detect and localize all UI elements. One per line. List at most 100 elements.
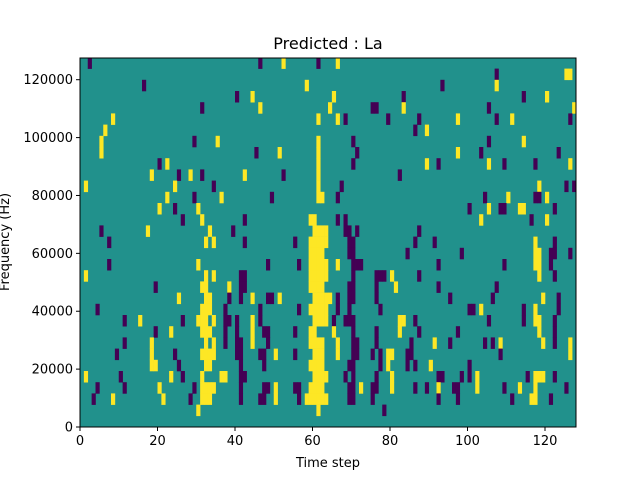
heatmap-cell-high bbox=[308, 326, 313, 338]
heatmap-cell-high bbox=[165, 191, 170, 204]
heatmap-cell-low bbox=[107, 236, 112, 249]
heatmap-cell-high bbox=[204, 315, 209, 327]
y-axis-label: Frequency (Hz) bbox=[0, 193, 13, 291]
heatmap-cell-low bbox=[235, 91, 240, 103]
y-tick-label: 40000 bbox=[32, 305, 73, 320]
heatmap-cell-low bbox=[254, 147, 259, 159]
heatmap-cell-low bbox=[548, 247, 554, 260]
heatmap-cell-low bbox=[235, 315, 240, 327]
heatmap-cell-high bbox=[308, 359, 313, 372]
heatmap-cell-low bbox=[262, 348, 267, 361]
heatmap-cell-high bbox=[204, 303, 209, 316]
heatmap-cell-low bbox=[351, 292, 356, 305]
heatmap-cell-low bbox=[564, 180, 569, 193]
heatmap-cell-low bbox=[347, 393, 352, 405]
heatmap-cell-low bbox=[432, 236, 437, 249]
heatmap-cell-high bbox=[149, 359, 154, 372]
heatmap-cell-low bbox=[293, 382, 298, 394]
heatmap-cell-high bbox=[200, 303, 205, 316]
heatmap-cell-high bbox=[161, 393, 166, 405]
heatmap-cell-high bbox=[335, 113, 340, 125]
heatmap-cell-low bbox=[114, 348, 120, 361]
heatmap-cell-high bbox=[401, 102, 406, 114]
heatmap-cell-high bbox=[312, 337, 317, 349]
heatmap-cell-low bbox=[355, 225, 360, 237]
heatmap-cell-low bbox=[153, 326, 158, 338]
heatmap-cell-high bbox=[537, 326, 542, 338]
heatmap-cell-low bbox=[490, 292, 495, 305]
heatmap-cell-low bbox=[552, 326, 557, 338]
heatmap-cell-low bbox=[374, 102, 379, 114]
heatmap-cell-low bbox=[552, 203, 557, 215]
heatmap-cell-high bbox=[204, 393, 209, 405]
heatmap-cell-low bbox=[99, 225, 104, 237]
heatmap-cell-high bbox=[250, 326, 255, 338]
heatmap-cell-high bbox=[211, 236, 216, 249]
heatmap-cell-high bbox=[211, 348, 216, 361]
heatmap-cell-low bbox=[448, 292, 453, 305]
heatmap-cell-high bbox=[533, 315, 538, 327]
heatmap-cell-low bbox=[370, 102, 375, 114]
x-tick-label: 80 bbox=[382, 434, 399, 449]
heatmap-cell-high bbox=[312, 236, 317, 249]
heatmap-cell-low bbox=[211, 180, 216, 193]
heatmap-cell-high bbox=[386, 348, 391, 361]
heatmap-cell-high bbox=[390, 371, 395, 383]
heatmap-cell-low bbox=[347, 292, 352, 305]
heatmap-cell-low bbox=[238, 270, 244, 282]
heatmap-cell-low bbox=[351, 281, 356, 293]
heatmap-cell-low bbox=[235, 326, 240, 338]
heatmap-cell-high bbox=[320, 393, 325, 405]
heatmap-cell-high bbox=[200, 393, 205, 405]
heatmap-cell-low bbox=[343, 214, 348, 226]
heatmap-cell-low bbox=[351, 236, 356, 249]
heatmap-cell-low bbox=[262, 393, 267, 405]
heatmap-cell-low bbox=[351, 158, 356, 170]
heatmap-cell-high bbox=[83, 180, 89, 193]
heatmap-cell-low bbox=[91, 393, 96, 405]
heatmap-cell-high bbox=[312, 348, 317, 361]
heatmap-cell-high bbox=[320, 236, 325, 249]
heatmap-cell-high bbox=[541, 371, 546, 383]
heatmap-cell-low bbox=[413, 124, 418, 137]
heatmap-cell-high bbox=[533, 259, 538, 271]
heatmap-cell-low bbox=[122, 337, 127, 349]
heatmap-cell-high bbox=[521, 135, 526, 148]
heatmap-cell-low bbox=[347, 359, 352, 372]
heatmap-cell-low bbox=[467, 303, 472, 316]
heatmap-cell-low bbox=[498, 203, 503, 215]
heatmap-cell-low bbox=[238, 281, 244, 293]
heatmap-cell-high bbox=[529, 393, 534, 405]
heatmap-cell-high bbox=[207, 292, 213, 305]
heatmap-cell-high bbox=[308, 214, 313, 226]
heatmap-cell-low bbox=[440, 79, 445, 92]
heatmap-cell-low bbox=[413, 382, 418, 394]
heatmap-cell-high bbox=[200, 371, 205, 383]
heatmap-cell-high bbox=[506, 191, 511, 204]
heatmap-cell-high bbox=[312, 303, 317, 316]
heatmap-cell-low bbox=[351, 371, 356, 383]
heatmap-cell-low bbox=[386, 113, 391, 125]
heatmap-cell-low bbox=[347, 303, 352, 316]
heatmap-cell-low bbox=[455, 326, 461, 338]
heatmap-cell-high bbox=[200, 348, 205, 361]
heatmap-cell-high bbox=[312, 371, 317, 383]
heatmap-cell-high bbox=[103, 124, 108, 137]
heatmap-cell-low bbox=[409, 348, 414, 361]
heatmap-cell-low bbox=[95, 382, 100, 394]
heatmap-cell-low bbox=[413, 315, 418, 327]
heatmap-cell-low bbox=[471, 303, 476, 316]
heatmap-cell-high bbox=[486, 158, 492, 170]
heatmap-cell-low bbox=[548, 393, 554, 405]
y-tick-label: 100000 bbox=[23, 131, 73, 146]
heatmap-cell-high bbox=[320, 225, 325, 237]
heatmap-cell-high bbox=[83, 371, 89, 383]
heatmap-cell-high bbox=[537, 315, 542, 327]
heatmap-cell-low bbox=[173, 203, 178, 215]
heatmap-cell-high bbox=[316, 371, 321, 383]
heatmap-cell-high bbox=[320, 303, 325, 316]
x-tick-label: 60 bbox=[304, 434, 321, 449]
heatmap-cell-low bbox=[483, 337, 488, 349]
heatmap-cell-high bbox=[479, 214, 484, 226]
heatmap-cell-high bbox=[390, 348, 395, 361]
